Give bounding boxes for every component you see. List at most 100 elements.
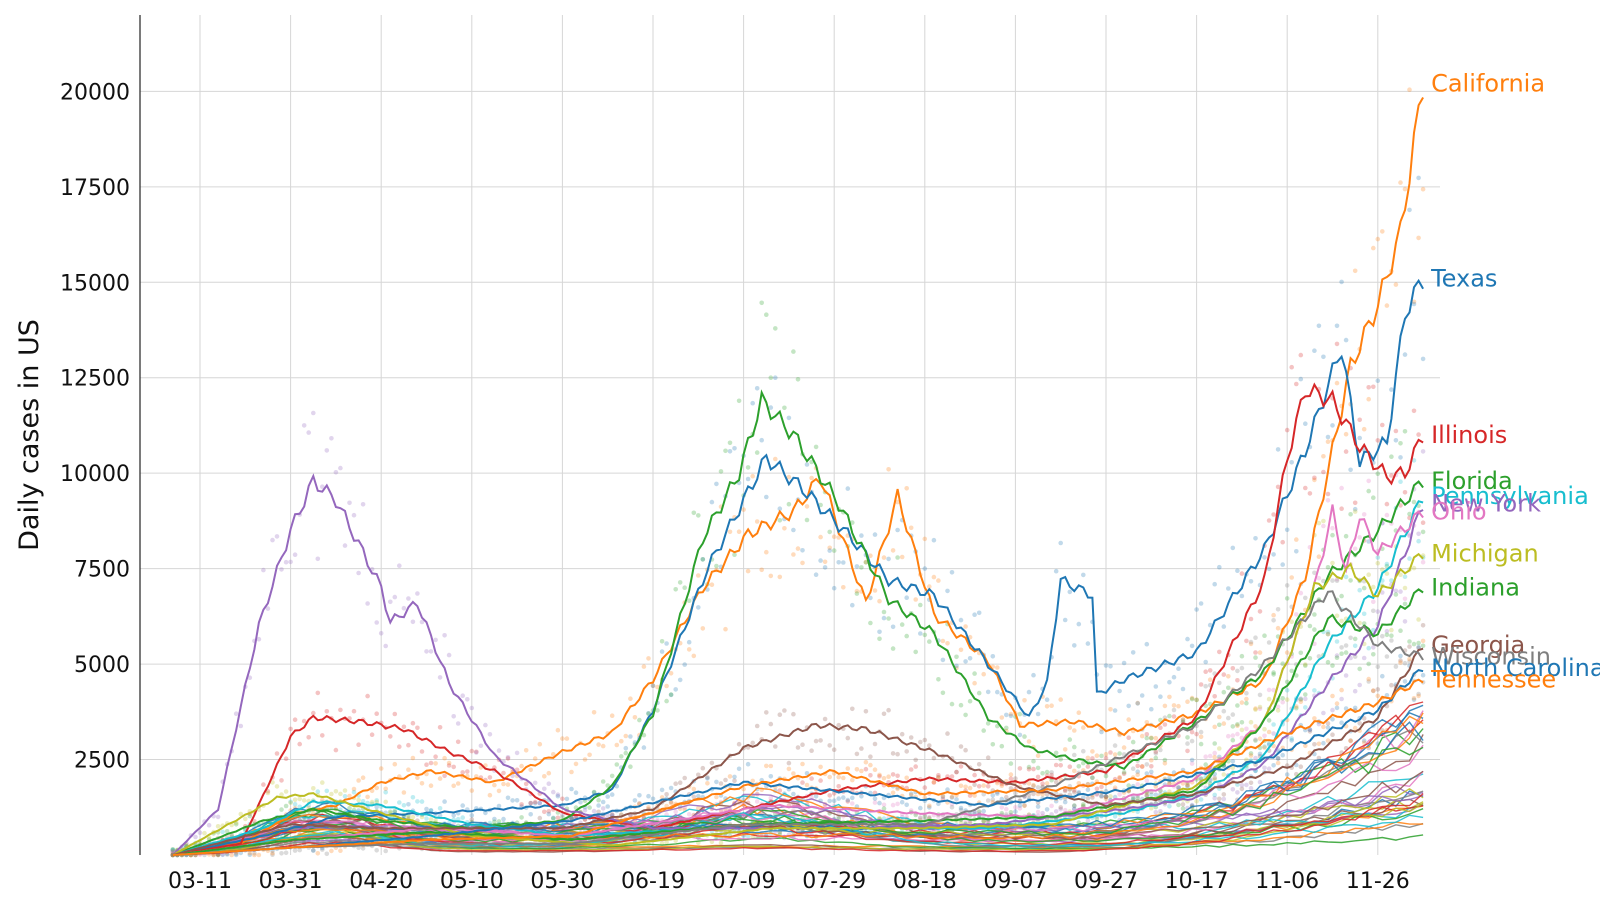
scatter-point — [1312, 742, 1317, 747]
scatter-point — [492, 819, 497, 825]
scatter-point — [881, 776, 887, 781]
scatter-point — [469, 748, 475, 754]
scatter-point — [668, 800, 674, 806]
scatter-point — [985, 721, 991, 726]
scatter-point — [1022, 734, 1027, 739]
scatter-point — [918, 631, 923, 636]
scatter-point — [1407, 644, 1412, 649]
scatter-point — [967, 698, 973, 704]
scatter-point — [1339, 506, 1344, 512]
scatter-point — [1262, 633, 1267, 638]
scatter-point — [383, 799, 389, 805]
scatter-point — [1221, 689, 1227, 695]
scatter-point — [890, 802, 896, 808]
scatter-point — [433, 754, 438, 759]
scatter-point — [279, 792, 284, 797]
scatter-point — [1289, 619, 1294, 625]
scatter-point — [1321, 454, 1326, 459]
scatter-point — [1081, 760, 1086, 766]
scatter-background — [170, 87, 1426, 858]
scatter-point — [1090, 749, 1095, 754]
scatter-point — [265, 606, 271, 611]
scatter-point — [999, 715, 1005, 720]
scatter-point — [1235, 782, 1240, 787]
scatter-point — [1393, 664, 1399, 669]
scatter-point — [881, 806, 887, 811]
scatter-point — [433, 761, 438, 766]
scatter-point — [1316, 520, 1322, 526]
scatter-point — [1062, 787, 1068, 792]
scatter-point — [686, 647, 692, 652]
scatter-point — [1248, 579, 1254, 584]
scatter-point — [795, 546, 801, 551]
scatter-point — [967, 793, 973, 798]
scatter-point — [401, 803, 407, 808]
scatter-point — [492, 782, 497, 788]
scatter-point — [1049, 803, 1054, 809]
scatter-point — [1239, 653, 1245, 659]
scatter-point — [736, 766, 742, 772]
scatter-point — [841, 795, 846, 800]
scatter-point — [1366, 385, 1371, 390]
scatter-point — [360, 502, 366, 507]
scatter-point — [397, 744, 402, 749]
scatter-point — [1316, 654, 1322, 659]
scatter-point — [505, 782, 511, 787]
y-tick-label: 20000 — [60, 80, 130, 105]
scatter-point — [1375, 438, 1381, 443]
scatter-point — [936, 773, 941, 778]
scatter-point — [320, 484, 325, 490]
scatter-point — [1357, 417, 1362, 423]
scatter-point — [542, 774, 547, 779]
scatter-point — [990, 654, 996, 659]
scatter-point — [1244, 690, 1249, 696]
scatter-point — [1321, 518, 1326, 524]
scatter-point — [945, 787, 950, 792]
scatter-point — [1180, 806, 1186, 811]
scatter-point — [1108, 794, 1113, 799]
scatter-point — [301, 718, 307, 724]
scatter-point — [1303, 662, 1308, 667]
scatter-point — [1008, 761, 1014, 766]
scatter-point — [1321, 354, 1326, 360]
scatter-point — [927, 743, 932, 748]
scatter-point — [1244, 782, 1249, 788]
scatter-point — [1393, 282, 1399, 287]
scatter-point — [455, 721, 461, 726]
scatter-point — [415, 591, 420, 596]
scatter-point — [1375, 664, 1381, 670]
scatter-point — [433, 637, 438, 643]
scatter-point — [1380, 590, 1385, 595]
scatter-point — [1402, 490, 1408, 495]
scatter-point — [863, 709, 869, 714]
scatter-point — [1371, 584, 1376, 590]
scatter-point — [1072, 728, 1077, 733]
scatter-point — [768, 375, 774, 381]
scatter-point — [1067, 589, 1073, 595]
scatter-point — [705, 775, 710, 780]
scatter-point — [1180, 686, 1186, 692]
scatter-point — [1289, 668, 1294, 674]
scatter-point — [415, 775, 420, 780]
scatter-point — [750, 473, 755, 479]
scatter-point — [1416, 175, 1421, 181]
scatter-point — [1407, 659, 1412, 664]
scatter-point — [859, 768, 864, 774]
scatter-point — [804, 462, 810, 467]
scatter-point — [1185, 748, 1190, 754]
scatter-point — [1398, 441, 1403, 446]
scatter-point — [247, 813, 253, 819]
scatter-point — [918, 739, 923, 745]
scatter-point — [1031, 758, 1036, 764]
scatter-point — [428, 808, 434, 813]
scatter-point — [1402, 596, 1408, 602]
scatter-point — [569, 815, 574, 821]
scatter-point — [415, 725, 420, 731]
scatter-point — [741, 786, 746, 792]
scatter-point — [1266, 718, 1272, 723]
scatter-point — [487, 732, 493, 737]
scatter-point — [1298, 590, 1304, 596]
scatter-point — [954, 769, 959, 775]
scatter-point — [496, 803, 502, 809]
scatter-point — [1420, 623, 1426, 628]
